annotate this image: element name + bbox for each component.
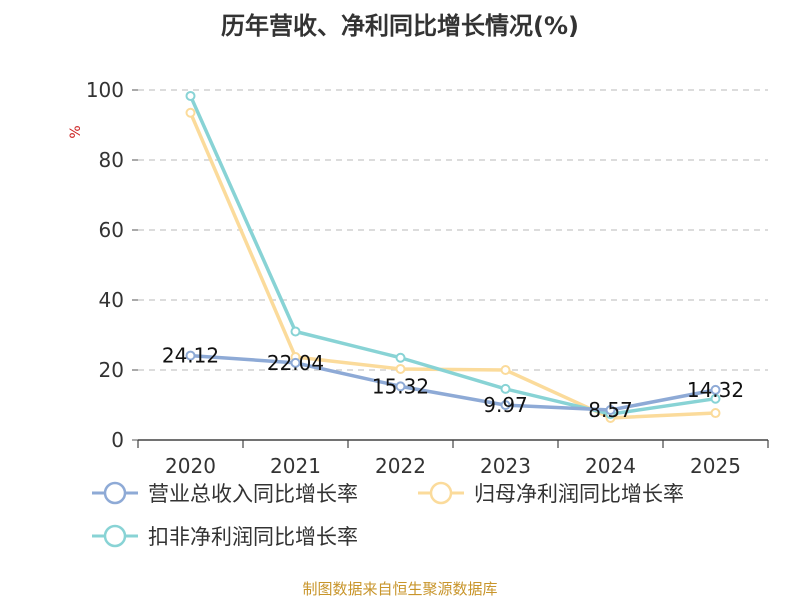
x-tick-label: 2024 [585, 454, 636, 478]
data-point [710, 384, 721, 395]
data-point [395, 352, 406, 363]
data-point [710, 408, 721, 419]
data-point [500, 400, 511, 411]
legend-label: 归母净利润同比增长率 [474, 482, 684, 506]
legend-swatch-marker [429, 481, 453, 505]
series-line [190, 353, 716, 412]
data-point [395, 381, 406, 392]
legend-label: 营业总收入同比增长率 [148, 482, 358, 506]
data-point [290, 326, 301, 337]
data-point [185, 90, 196, 101]
data-label: 9.97 [483, 393, 528, 417]
y-tick-label: 80 [99, 148, 124, 172]
data-label: 14.32 [687, 378, 744, 402]
data-point [500, 383, 511, 394]
data-point [185, 107, 196, 118]
y-tick-label: 100 [86, 78, 124, 102]
y-tick-label: 60 [99, 218, 124, 242]
data-label: 22.04 [267, 351, 324, 375]
x-tick-label: 2021 [270, 454, 321, 478]
y-tick-label: 20 [99, 358, 124, 382]
data-label: 8.57 [588, 398, 633, 422]
data-label: 24.12 [162, 344, 219, 368]
data-label: 15.32 [372, 374, 429, 398]
x-tick-label: 2023 [480, 454, 531, 478]
y-axis-label: % [68, 125, 84, 138]
legend-label: 扣非净利润同比增长率 [148, 525, 358, 549]
data-point [500, 365, 511, 375]
data-point [395, 363, 406, 374]
series-line [188, 95, 716, 416]
chart-title: 历年营收、净利同比增长情况(%) [221, 12, 579, 40]
y-tick-label: 40 [99, 288, 124, 312]
x-tick-label: 2022 [375, 454, 426, 478]
source-footer: 制图数据来自恒生聚源数据库 [302, 580, 498, 598]
data-point [185, 350, 196, 361]
legend-swatch-marker [103, 481, 127, 505]
y-tick-label: 0 [111, 428, 124, 452]
data-point [290, 357, 301, 368]
data-point [605, 405, 616, 416]
series-line [188, 112, 716, 420]
x-tick-label: 2025 [690, 454, 741, 478]
x-tick-label: 2020 [165, 454, 216, 478]
legend-swatch-marker [103, 524, 127, 548]
